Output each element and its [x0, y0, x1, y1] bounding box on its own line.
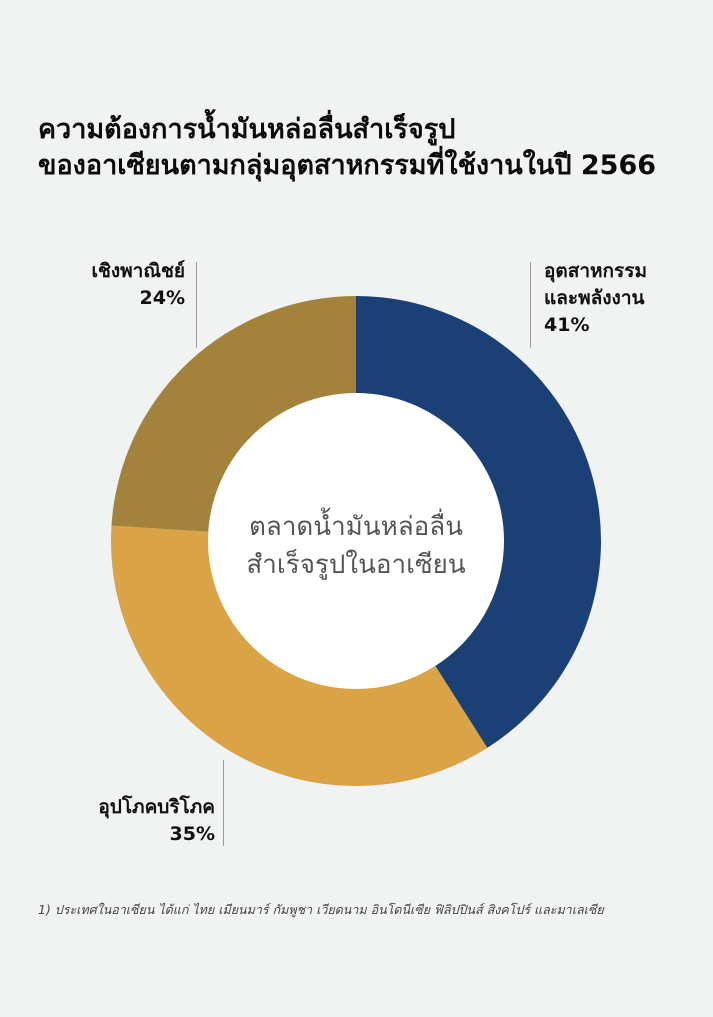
chart-title-line-2: ของอาเซียนตามกลุ่มอุตสาหกรรมที่ใช้งานในป…: [38, 150, 657, 181]
slice-label-industry-line-2: และพลังงาน: [544, 287, 645, 309]
leader-line-consumer: [223, 760, 224, 846]
slice-label-industry-line-1: อุตสาหกรรม: [544, 260, 647, 282]
slice-label-commercial-line-1: เชิงพาณิชย์: [91, 260, 185, 282]
leader-line-commercial: [196, 262, 197, 348]
donut-center-label: ตลาดน้ำมันหล่อลื่น สำเร็จรูปในอาเซียน: [206, 508, 506, 584]
chart-title-line-1: ความต้องการน้ำมันหล่อลื่นสำเร็จรูป: [38, 114, 456, 145]
chart-title: ความต้องการน้ำมันหล่อลื่นสำเร็จรูป ของอา…: [38, 112, 698, 184]
slice-value-commercial: 24%: [139, 287, 185, 309]
slice-label-consumer-line-1: อุปโภคบริโภค: [98, 796, 215, 818]
slice-value-industry: 41%: [544, 314, 590, 336]
slice-label-industry: อุตสาหกรรม และพลังงาน 41%: [544, 258, 647, 339]
donut-hole: [208, 393, 504, 689]
footnote: 1) ประเทศในอาเซียน ได้แก่ ไทย เมียนมาร์ …: [38, 902, 604, 917]
donut-center-label-line-2: สำเร็จรูปในอาเซียน: [246, 550, 466, 580]
donut-center-label-line-1: ตลาดน้ำมันหล่อลื่น: [249, 512, 463, 542]
slice-label-commercial: เชิงพาณิชย์ 24%: [91, 258, 185, 312]
leader-line-industry: [530, 262, 531, 348]
slice-label-consumer: อุปโภคบริโภค 35%: [98, 794, 215, 848]
slice-value-consumer: 35%: [169, 823, 215, 845]
